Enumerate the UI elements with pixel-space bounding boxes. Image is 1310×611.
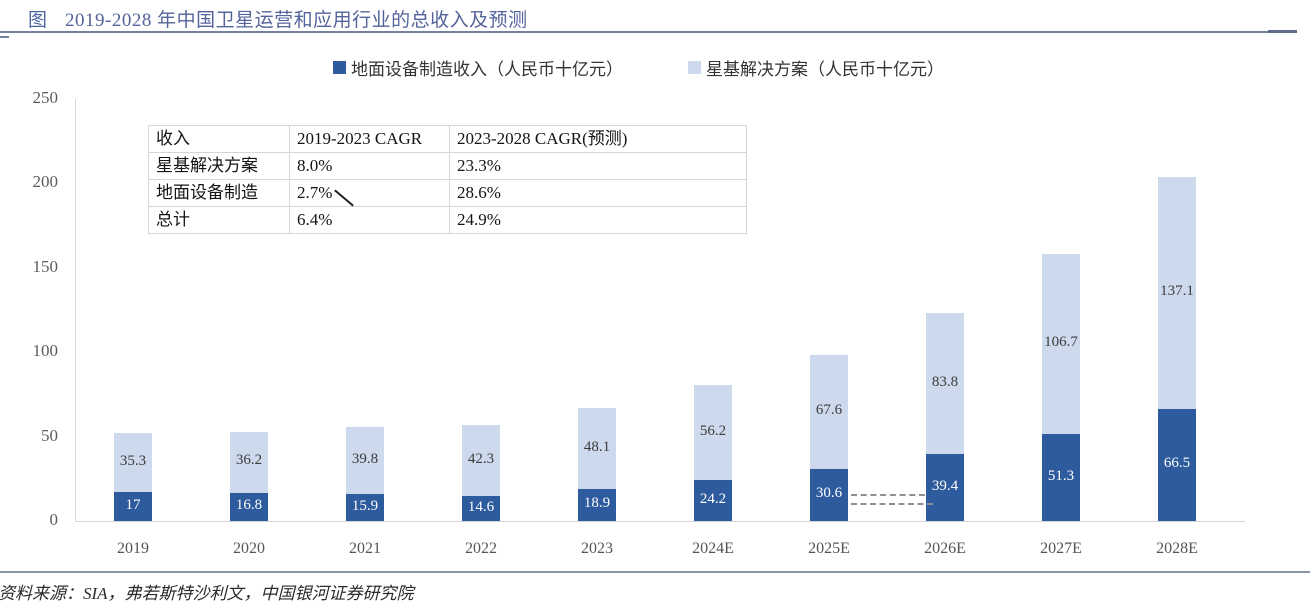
bar-label-ground-2019: 17 [125, 496, 141, 513]
figure-label: 图 [28, 10, 48, 31]
title-divider-end [1268, 30, 1297, 33]
x-tick-label-2022: 2022 [465, 540, 497, 557]
bar-label-satellite-2019: 35.3 [119, 452, 147, 469]
figure-title: 2019-2028 年中国卫星运营和应用行业的总收入及预测 [65, 10, 528, 31]
bar-segment-ground-2023 [578, 489, 616, 521]
x-tick-label-2028E: 2028E [1156, 540, 1198, 557]
cagr-data-cell: 6.4% [290, 207, 450, 234]
bar-label-satellite-2026E: 83.8 [931, 373, 959, 390]
cagr-data-cell: 28.6% [450, 180, 747, 207]
dashed-connector-lower [851, 503, 933, 505]
cagr-header-cell: 2019-2023 CAGR [290, 126, 450, 153]
bar-segment-satellite-2021 [346, 426, 384, 495]
bar-label-ground-2024E: 24.2 [699, 490, 727, 507]
bar-segment-satellite-2028E [1158, 177, 1196, 409]
x-tick-label-2019: 2019 [117, 540, 149, 557]
y-tick-label: 200 [32, 172, 59, 192]
cagr-header-cell: 2023-2028 CAGR(预测) [450, 126, 747, 153]
bar-segment-ground-2019 [114, 492, 152, 521]
y-tick-label: 150 [32, 256, 59, 276]
x-tick-label-2025E: 2025E [808, 540, 850, 557]
title-divider-left-notch [0, 36, 9, 38]
bar-segment-satellite-2022 [462, 424, 500, 497]
bar-label-satellite-2021: 39.8 [351, 450, 379, 467]
legend-item-ground-equipment: 地面设备制造收入（人民币十亿元） [333, 57, 623, 79]
bar-label-ground-2026E: 39.4 [931, 477, 959, 494]
bar-label-ground-2021: 15.9 [351, 497, 379, 514]
footer-divider [0, 571, 1310, 573]
bar-label-ground-2022: 14.6 [467, 498, 495, 515]
bar-segment-ground-2025E [810, 469, 848, 521]
bar-segment-satellite-2019 [114, 432, 152, 493]
cagr-data-cell: 星基解决方案 [149, 153, 290, 180]
bar-label-satellite-2025E: 67.6 [815, 402, 843, 419]
cagr-data-cell: 23.3% [450, 153, 747, 180]
legend-swatch-icon [688, 60, 701, 74]
cagr-data-cell: 地面设备制造 [149, 180, 290, 207]
bar-segment-satellite-2020 [230, 431, 268, 493]
bar-label-ground-2028E: 66.5 [1163, 454, 1191, 471]
legend-item-satellite-solutions: 星基解决方案（人民币十亿元） [688, 57, 944, 79]
bar-segment-ground-2021 [346, 494, 384, 521]
x-axis-line [75, 521, 1245, 522]
cagr-data-cell: 总计 [149, 207, 290, 234]
x-tick-label-2024E: 2024E [692, 540, 734, 557]
cagr-header-cell: 收入 [149, 126, 290, 153]
bar-segment-ground-2022 [462, 496, 500, 521]
x-tick-label-2027E: 2027E [1040, 540, 1082, 557]
bar-segment-ground-2026E [926, 454, 964, 521]
bar-segment-ground-2024E [694, 480, 732, 521]
cagr-data-cell: 8.0% [290, 153, 450, 180]
bar-segment-ground-2027E [1042, 434, 1080, 521]
bar-segment-satellite-2026E [926, 313, 964, 455]
y-tick-label: 100 [32, 341, 59, 361]
bar-segment-satellite-2025E [810, 355, 848, 470]
bar-segment-satellite-2027E [1042, 254, 1080, 435]
cagr-table: 收入 2019-2023 CAGR 2023-2028 CAGR(预测) 星基解决方案… [148, 125, 747, 234]
title-divider [0, 31, 1296, 33]
bar-segment-satellite-2024E [694, 385, 732, 481]
legend-label: 地面设备制造收入（人民币十亿元） [351, 59, 623, 79]
bar-label-satellite-2027E: 106.7 [1044, 334, 1078, 351]
y-axis-line [75, 99, 76, 521]
bar-segment-ground-2028E [1158, 408, 1196, 521]
x-tick-label-2026E: 2026E [924, 540, 966, 557]
bar-label-ground-2023: 18.9 [583, 495, 611, 512]
x-tick-label-2021: 2021 [349, 540, 381, 557]
bar-segment-satellite-2023 [578, 407, 616, 490]
bar-label-satellite-2028E: 137.1 [1160, 283, 1194, 300]
legend-label: 星基解决方案（人民币十亿元） [706, 59, 944, 79]
y-tick-label: 0 [49, 510, 59, 529]
bar-label-ground-2020: 16.8 [235, 496, 263, 513]
cagr-data-cell: 24.9% [450, 207, 747, 234]
y-tick-label: 50 [41, 425, 58, 445]
bar-segment-ground-2020 [230, 492, 268, 521]
bar-label-satellite-2023: 48.1 [583, 438, 611, 455]
bar-label-satellite-2024E: 56.2 [699, 422, 727, 439]
x-tick-label-2023: 2023 [581, 540, 613, 557]
dashed-connector-upper [851, 494, 925, 496]
legend-swatch-icon [333, 60, 346, 74]
y-tick-label: 250 [32, 88, 59, 107]
bar-label-ground-2025E: 30.6 [815, 485, 843, 502]
bar-label-satellite-2020: 36.2 [235, 452, 263, 469]
x-tick-label-2020: 2020 [233, 540, 265, 557]
source-note: 资料来源：SIA，弗若斯特沙利文，中国银河证券研究院 [0, 584, 414, 603]
bar-label-ground-2027E: 51.3 [1047, 467, 1075, 484]
cagr-data-cell: 2.7% [290, 180, 450, 207]
bar-label-satellite-2022: 42.3 [467, 450, 495, 467]
